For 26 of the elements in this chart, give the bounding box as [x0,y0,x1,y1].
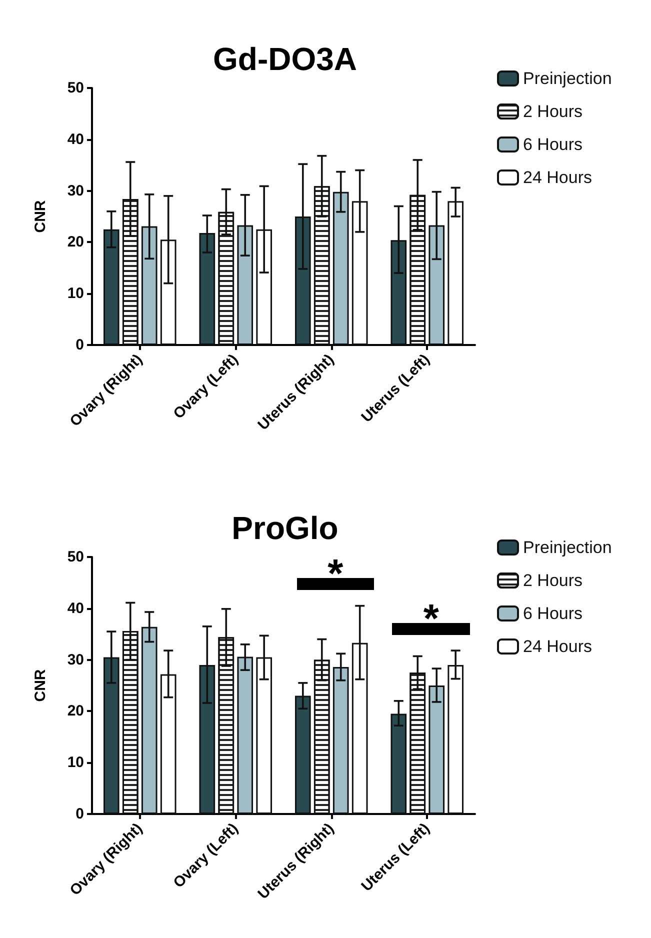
annotation: * [423,596,439,641]
legend-label: 6 Hours [523,135,583,154]
y-axis-title: CNR [32,200,49,233]
y-tick-label: 40 [67,600,84,617]
y-axis-title: CNR [32,669,49,702]
y-tick-label: 20 [67,702,84,720]
y-tick-label: 50 [67,80,84,96]
y-tick-label: 10 [67,285,84,302]
y-tick-label: 40 [67,130,84,148]
legend-label: 24 Hours [523,637,592,656]
legend-label: 2 Hours [523,102,583,121]
y-tick-label: 0 [76,806,84,822]
chart-title: Gd-DO3A [213,41,357,77]
chart-title: ProGlo [232,510,338,546]
annotation: * [328,552,344,596]
y-tick-label: 0 [76,336,84,354]
legend-label: Preinjection [523,69,612,88]
y-tick-label: 20 [67,234,84,251]
legend-label: Preinjection [523,538,612,557]
y-tick-label: 10 [67,754,84,772]
legend-label: 24 Hours [523,168,592,187]
y-tick-label: 50 [67,548,84,566]
y-tick-label: 30 [67,651,84,668]
legend-label: 2 Hours [523,571,583,590]
y-tick-label: 30 [67,182,84,200]
legend-label: 6 Hours [523,604,583,623]
